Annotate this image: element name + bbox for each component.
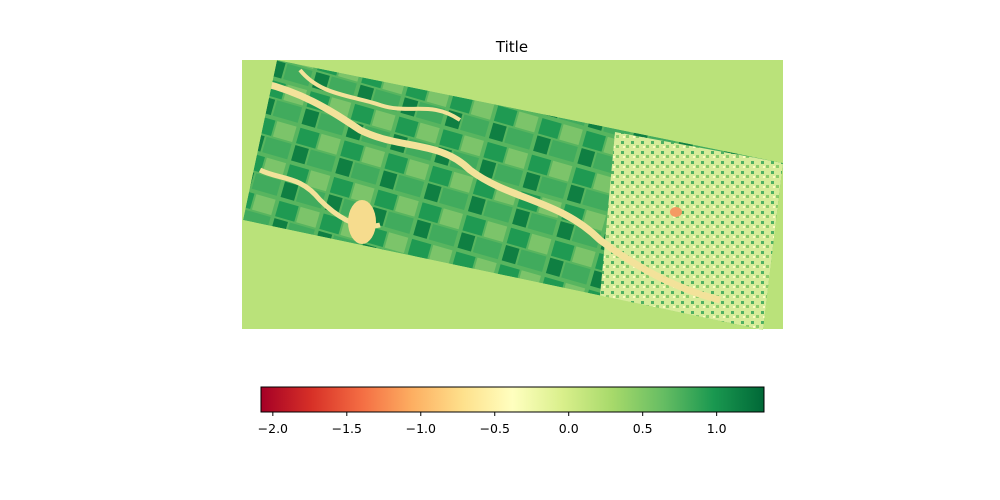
colorbar-tick-label: −1.5	[332, 421, 362, 436]
colorbar-ticks: −2.0 −1.5 −1.0 −0.5 0.0 0.5 1.0	[258, 412, 727, 436]
chart-title: Title	[495, 38, 528, 56]
colorbar-tick-label: −1.0	[406, 421, 436, 436]
raster-strip	[243, 60, 783, 330]
river	[249, 76, 721, 304]
colorbar-gradient-bar	[260, 386, 765, 413]
colorbar-tick-label: 0.0	[559, 421, 579, 436]
heatmap-image	[242, 60, 783, 330]
colorbar-tick-label: 0.5	[633, 421, 653, 436]
colorbar-tick-label: −0.5	[480, 421, 510, 436]
colorbar: −2.0 −1.5 −1.0 −0.5 0.0 0.5 1.0	[258, 386, 765, 436]
colorbar-tick-label: −2.0	[258, 421, 288, 436]
colorbar-tick-label: 1.0	[707, 421, 727, 436]
